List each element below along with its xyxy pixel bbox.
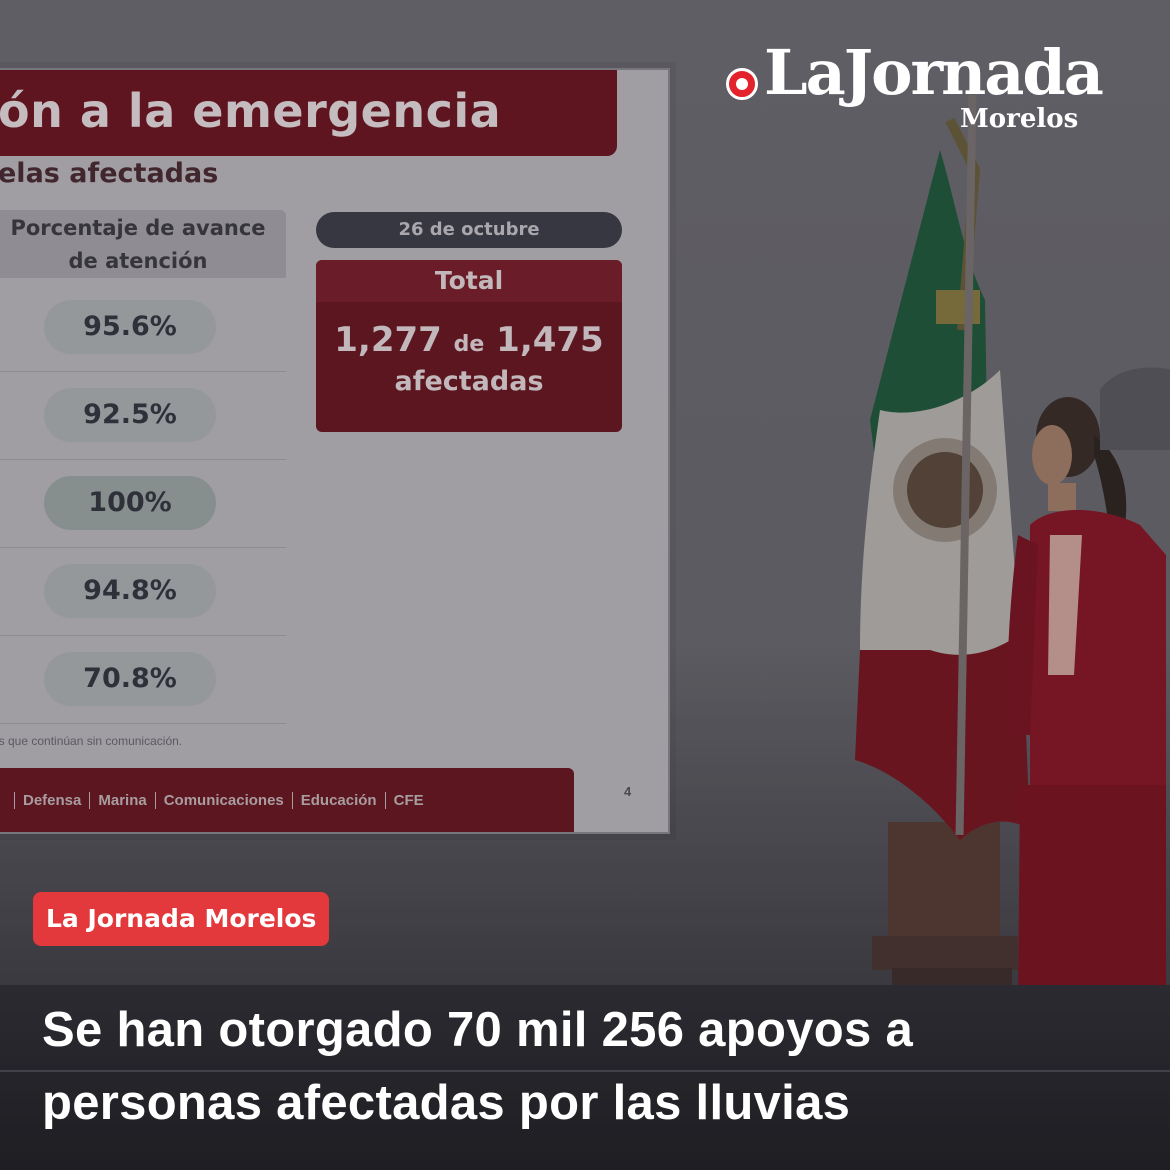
logo-educacion: Educación xyxy=(291,791,385,809)
logo-defensa: Defensa xyxy=(14,791,89,809)
percentage-pill: 95.6% xyxy=(44,300,216,354)
total-overall-count: 1,475 xyxy=(496,320,604,360)
total-label: Total xyxy=(316,260,622,302)
table-row: 100% xyxy=(0,460,286,548)
brand-emblem-icon xyxy=(726,68,758,100)
background-seal xyxy=(1100,367,1170,450)
column-header-line1: Porcentaje de avance xyxy=(10,216,266,240)
table-row: 94.8% xyxy=(0,548,286,636)
column-header: Porcentaje de avance de atención xyxy=(0,210,286,278)
total-numbers: 1,277 de 1,475 xyxy=(316,320,622,360)
presentation-screen: ón a la emergencia elas afectadas Porcen… xyxy=(0,68,670,834)
logo-cfe: CFE xyxy=(384,791,432,809)
percentage-rows: 95.6% 92.5% 100% 94.8% 70.8% xyxy=(0,284,286,724)
brand-subtitle: Morelos xyxy=(960,104,1079,134)
slide-footnote: es que continúan sin comunicación. xyxy=(0,734,183,748)
logo-marina: Marina xyxy=(89,791,154,809)
slide-subtitle: elas afectadas xyxy=(0,158,219,189)
column-header-line2: de atención xyxy=(68,249,208,273)
slide-title: ón a la emergencia xyxy=(0,84,502,138)
percentage-pill: 92.5% xyxy=(44,388,216,442)
headline: Se han otorgado 70 mil 256 apoyos a pers… xyxy=(42,1003,913,1130)
table-row: 95.6% xyxy=(0,284,286,372)
source-tag: La Jornada Morelos xyxy=(33,892,330,946)
slide-page-number: 4 xyxy=(624,784,632,799)
institution-logo-bar: Defensa Marina Comunicaciones Educación … xyxy=(0,768,574,832)
table-row: 92.5% xyxy=(0,372,286,460)
brand-name: LaJornada xyxy=(764,36,1104,109)
total-affected-count: 1,277 xyxy=(334,320,442,360)
percentage-pill: 70.8% xyxy=(44,652,216,706)
brand-logo[interactable]: LaJornada Morelos xyxy=(726,36,1156,140)
percentage-pill: 94.8% xyxy=(44,564,216,618)
table-row: 70.8% xyxy=(0,636,286,724)
flag-stand-base xyxy=(872,936,1018,970)
total-de: de xyxy=(453,332,485,357)
stage-floor xyxy=(0,985,1170,1170)
date-pill: 26 de octubre xyxy=(316,212,622,248)
percentage-pill: 100% xyxy=(44,476,216,530)
slide-header: ón a la emergencia xyxy=(0,70,617,156)
logo-comunicaciones: Comunicaciones xyxy=(154,791,292,809)
floor-line xyxy=(0,1070,1170,1072)
flag-stand xyxy=(888,822,1000,942)
total-subtitle: afectadas xyxy=(394,366,544,397)
total-box: Total 1,277 de 1,475 afectadas xyxy=(316,260,622,432)
